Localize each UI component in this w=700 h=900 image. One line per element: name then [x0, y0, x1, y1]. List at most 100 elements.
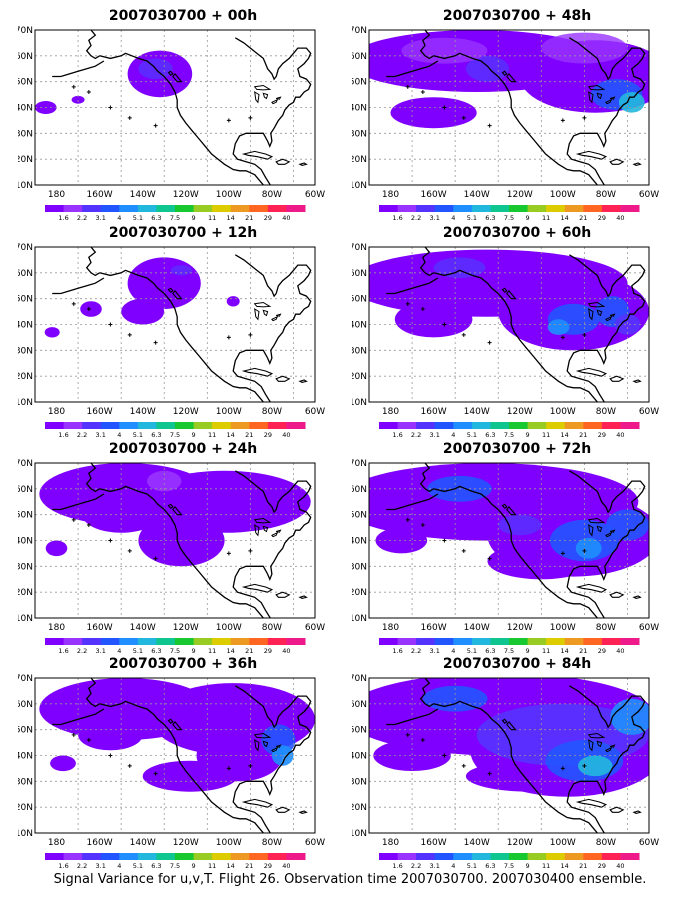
colorbar-swatch	[249, 205, 269, 212]
colorbar-swatch	[546, 853, 566, 860]
map-panel-72h: 2007030700 + 72h 70N 60N 50N 40N 30N 20N 10N 18…	[352, 441, 682, 656]
observation-marker	[461, 332, 466, 337]
lat-label: 60N	[18, 485, 33, 495]
colorbar-swatch	[527, 853, 547, 860]
variance-region	[547, 319, 570, 335]
island	[609, 158, 625, 165]
colorbar-swatch	[453, 422, 473, 429]
lon-label: 140W	[464, 190, 490, 200]
variance-region	[121, 298, 165, 325]
observation-marker	[582, 115, 587, 120]
lat-label: 70N	[18, 26, 33, 36]
coastline	[419, 30, 434, 60]
colorbar-swatch	[193, 205, 213, 212]
lon-label: 160W	[421, 407, 447, 417]
lat-label: 30N	[18, 129, 33, 139]
lon-label: 80W	[262, 407, 282, 417]
lon-label: 180	[48, 190, 65, 200]
colorbar-swatch	[286, 853, 306, 860]
colorbar-label: 6.3	[151, 431, 161, 439]
lake	[262, 740, 269, 748]
map-frame	[368, 462, 650, 619]
island	[298, 810, 308, 814]
colorbar-label: 40	[282, 431, 290, 439]
colorbar-label: 11	[542, 431, 550, 439]
colorbar-swatch	[156, 205, 176, 212]
colorbar-label: 29	[264, 431, 272, 439]
lake	[253, 517, 272, 524]
colorbar-label: 2.2	[411, 214, 421, 222]
coastline	[85, 247, 100, 277]
observation-marker	[71, 732, 76, 737]
lat-label: 50N	[18, 78, 33, 88]
observation-marker	[420, 90, 425, 94]
observation-marker	[582, 763, 587, 768]
lon-label: 80W	[262, 190, 282, 200]
colorbar-label: 11	[542, 214, 550, 222]
colorbar-swatch	[601, 422, 621, 429]
lon-label: 180	[48, 623, 65, 633]
observation-marker	[461, 115, 466, 120]
island	[275, 806, 291, 813]
lon-label: 120W	[507, 407, 533, 417]
colorbar-label: 2.2	[411, 647, 421, 655]
coastline	[85, 678, 100, 708]
lon-label: 60W	[639, 838, 659, 848]
colorbar: 1.6 2.2 3.1 4 5.1 6.3 7.5 9 11 14 21 29 40	[379, 638, 640, 655]
map-panel-12h: 2007030700 + 12h 70N 60N 50N 40N 30N 20N 10N 18…	[18, 225, 348, 440]
colorbar-label: 11	[208, 214, 216, 222]
colorbar-swatch	[620, 638, 640, 645]
observation-marker	[560, 766, 565, 771]
colorbar-label: 21	[579, 647, 587, 655]
lake	[587, 732, 606, 739]
colorbar-label: 14	[561, 862, 569, 870]
colorbar-label: 21	[245, 862, 253, 870]
island	[298, 162, 308, 166]
variance-region	[498, 514, 542, 536]
lake	[271, 746, 279, 753]
lake	[271, 315, 279, 322]
map-content: 70N 60N 50N 40N 30N 20N 10N 180 160W 140W 120W 100W…	[352, 459, 659, 655]
lon-label: 140W	[464, 838, 490, 848]
colorbar-swatch	[601, 638, 621, 645]
observation-marker	[248, 115, 253, 120]
lon-label: 120W	[173, 190, 199, 200]
coastline	[433, 254, 646, 402]
observation-marker	[248, 332, 253, 337]
coastline	[52, 493, 105, 511]
colorbar-swatch	[416, 638, 436, 645]
observation-marker	[153, 340, 158, 345]
colorbar-swatch	[63, 638, 83, 645]
observation-marker	[127, 763, 132, 768]
colorbar-swatch	[230, 853, 250, 860]
variance-map: 70N 60N 50N 40N 30N 20N 10N 180 160W 140W 120W 100W…	[18, 26, 325, 222]
colorbar-label: 3.1	[96, 647, 106, 655]
lat-label: 50N	[18, 511, 33, 521]
observation-marker	[226, 766, 231, 771]
map-frame	[34, 677, 316, 834]
colorbar-label: 5.1	[467, 431, 477, 439]
colorbar-label: 6.3	[485, 214, 495, 222]
island	[501, 70, 508, 76]
lat-label: 40N	[352, 752, 367, 762]
variance-region	[394, 301, 473, 338]
colorbar-swatch	[527, 205, 547, 212]
lat-label: 40N	[18, 537, 33, 547]
lon-label: 100W	[216, 190, 242, 200]
map-frame	[368, 677, 650, 834]
observation-marker	[420, 738, 425, 742]
lat-label: 70N	[18, 243, 33, 253]
colorbar-label: 4	[117, 862, 121, 870]
plot-area	[369, 30, 649, 185]
island	[501, 718, 508, 724]
colorbar-swatch	[434, 638, 454, 645]
plot-area	[369, 247, 649, 402]
colorbar-label: 29	[598, 862, 606, 870]
colorbar-swatch	[82, 205, 102, 212]
colorbar-swatch	[230, 638, 250, 645]
colorbar-label: 5.1	[467, 214, 477, 222]
plot-area	[369, 463, 649, 618]
island	[609, 591, 625, 598]
lake	[605, 746, 613, 753]
observation-marker	[405, 301, 410, 306]
